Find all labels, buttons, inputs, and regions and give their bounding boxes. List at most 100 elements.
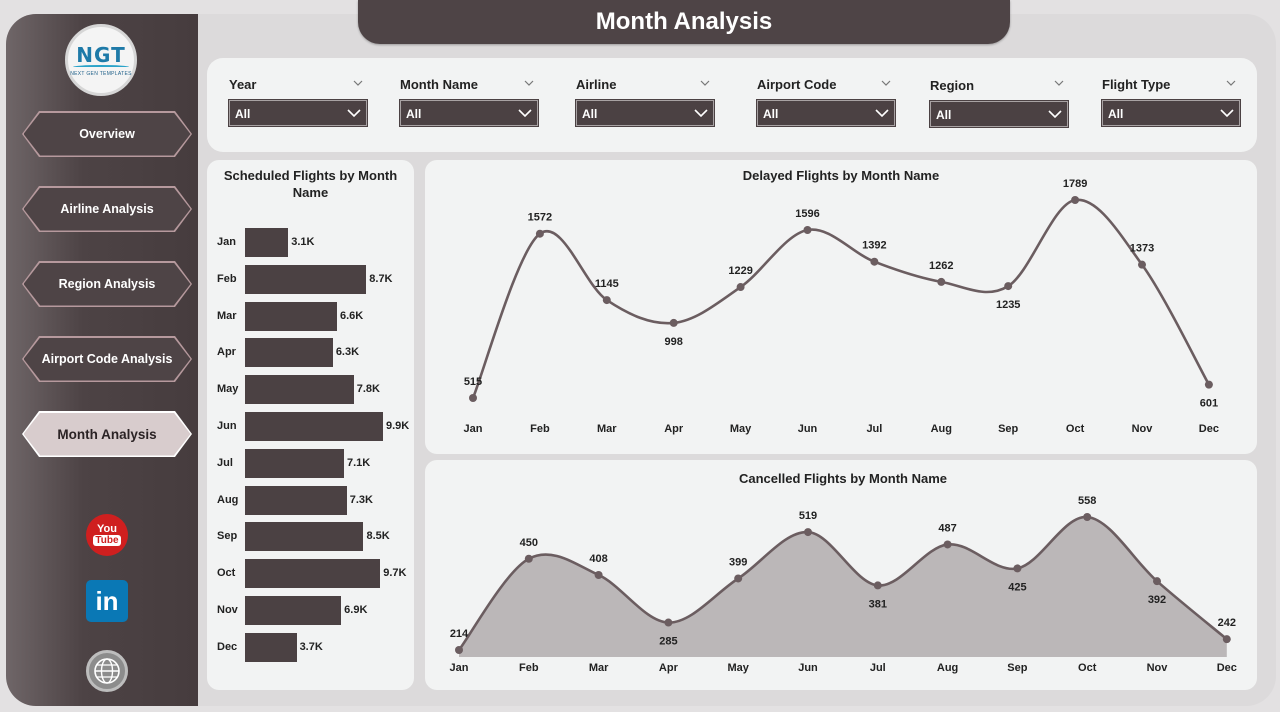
bar-jun[interactable] — [245, 412, 383, 441]
nav-airline-analysis-button[interactable]: Airline Analysis — [22, 186, 192, 232]
year-dropdown[interactable]: All — [228, 99, 368, 127]
nav-label: Overview — [79, 127, 135, 141]
data-label-oct: 1789 — [1063, 178, 1087, 190]
bar-value-nov: 6.9K — [344, 604, 368, 616]
data-point-mar[interactable] — [594, 570, 603, 579]
bar-value-may: 7.8K — [356, 383, 380, 396]
page-title-bar: Month Analysis — [358, 0, 1010, 44]
data-point-aug[interactable] — [943, 540, 952, 549]
bar-apr[interactable] — [245, 338, 333, 368]
month-label-jan: Jan — [217, 236, 236, 248]
data-point-may[interactable] — [736, 283, 745, 292]
data-point-jan[interactable] — [469, 394, 477, 402]
month-label-aug: Aug — [217, 493, 239, 506]
x-tick-jul: Jul — [870, 662, 886, 674]
bar-may[interactable] — [245, 375, 354, 405]
ngt-logo: NGT NEXT GEN TEMPLATES — [65, 24, 137, 96]
x-tick-jan: Jan — [464, 423, 483, 435]
chevron-down-icon[interactable] — [1054, 78, 1064, 88]
data-point-sep[interactable] — [1013, 564, 1022, 573]
data-point-feb[interactable] — [524, 554, 533, 563]
data-point-jan[interactable] — [455, 646, 463, 654]
data-point-jun[interactable] — [804, 528, 812, 537]
logo-swoosh — [73, 65, 129, 69]
logo-text: NGT — [76, 43, 126, 67]
data-point-may[interactable] — [734, 574, 743, 583]
x-tick-aug: Aug — [937, 662, 958, 674]
airline-dropdown[interactable]: All — [575, 99, 715, 127]
bar-value-jan: 3.1K — [291, 236, 315, 248]
data-point-oct[interactable] — [1083, 513, 1092, 521]
chevron-down-icon[interactable] — [700, 78, 710, 88]
delayed-line-plot: 515 Jan 1572 Feb 1145 Mar 998 Apr 1229 May 1596 Jun… — [464, 178, 1219, 435]
nav-month-analysis-button[interactable]: Month Analysis — [22, 411, 192, 457]
flight-type-dropdown[interactable]: All — [1101, 99, 1241, 127]
bar-jan[interactable] — [245, 228, 289, 257]
x-tick-may: May — [727, 662, 749, 674]
data-point-nov[interactable] — [1153, 577, 1161, 586]
bar-value-jun: 9.9K — [386, 420, 410, 432]
bar-oct[interactable] — [245, 559, 381, 589]
bar-aug[interactable] — [245, 485, 347, 515]
x-tick-feb: Feb — [519, 662, 539, 674]
chevron-down-icon[interactable] — [1226, 78, 1236, 88]
chevron-down-icon — [1220, 109, 1234, 118]
youtube-icon[interactable]: You Tube — [86, 514, 128, 556]
cancelled-flights-chart: Cancelled Flights by Month Name 214 Jan 45… — [425, 460, 1257, 690]
data-point-mar[interactable] — [602, 296, 611, 305]
chevron-down-icon[interactable] — [353, 78, 363, 88]
nav-label: Month Analysis — [57, 426, 157, 442]
bar-value-sep: 8.5K — [366, 530, 390, 543]
data-point-nov[interactable] — [1138, 260, 1146, 269]
linkedin-text: in — [95, 585, 119, 616]
x-tick-jun: Jun — [798, 662, 818, 674]
month-label-may: May — [217, 383, 239, 396]
scheduled-flights-chart: Scheduled Flights by Month Name Jan 3.1K F… — [207, 160, 414, 690]
chevron-down-icon — [875, 109, 889, 118]
bar-value-feb: 8.7K — [369, 272, 393, 285]
data-point-apr[interactable] — [669, 318, 678, 327]
month-label-dec: Dec — [217, 640, 238, 653]
data-point-jun[interactable] — [803, 225, 812, 234]
data-label-dec: 242 — [1218, 617, 1236, 629]
chevron-down-icon[interactable] — [524, 78, 534, 88]
data-point-oct[interactable] — [1071, 196, 1080, 204]
bar-jul[interactable] — [245, 448, 344, 478]
sidebar: NGT NEXT GEN TEMPLATES Overview Airline … — [6, 14, 198, 706]
nav-overview-button[interactable]: Overview — [22, 111, 192, 157]
linkedin-icon[interactable]: in — [86, 580, 128, 622]
dropdown-value: All — [936, 108, 952, 122]
cancelled-series-line — [457, 515, 1228, 651]
bar-mar[interactable] — [245, 301, 337, 331]
data-point-apr[interactable] — [664, 618, 673, 627]
bar-feb[interactable] — [245, 264, 367, 294]
delayed-flights-chart: Delayed Flights by Month Name 515 Jan 1572… — [425, 160, 1257, 454]
bar-value-mar: 6.6K — [340, 309, 364, 322]
bar-value-oct: 9.7K — [383, 567, 407, 580]
x-tick-sep: Sep — [1007, 662, 1027, 674]
data-point-aug[interactable] — [937, 277, 946, 286]
bar-nov[interactable] — [245, 596, 342, 625]
bar-sep[interactable] — [245, 522, 364, 552]
logo-subtitle: NEXT GEN TEMPLATES — [70, 71, 132, 77]
chevron-down-icon[interactable] — [881, 78, 891, 88]
nav-label: Region Analysis — [58, 277, 156, 291]
data-point-dec[interactable] — [1204, 380, 1213, 389]
data-point-jul[interactable] — [873, 581, 882, 590]
month-name-dropdown[interactable]: All — [399, 99, 539, 127]
bar-value-apr: 6.3K — [335, 346, 360, 359]
nav-airport-code-analysis-button[interactable]: Airport Code Analysis — [22, 336, 192, 382]
data-point-sep[interactable] — [1004, 282, 1013, 291]
nav-region-analysis-button[interactable]: Region Analysis — [22, 261, 192, 307]
data-label-feb: 450 — [520, 537, 538, 549]
data-point-dec[interactable] — [1222, 635, 1231, 644]
website-icon[interactable] — [86, 650, 128, 692]
airport-code-dropdown[interactable]: All — [756, 99, 896, 127]
data-point-jul[interactable] — [870, 257, 879, 266]
region-dropdown[interactable]: All — [929, 100, 1069, 128]
data-label-apr: 998 — [665, 336, 683, 348]
data-point-feb[interactable] — [535, 229, 544, 238]
dropdown-value: All — [1108, 107, 1124, 121]
x-tick-aug: Aug — [931, 423, 952, 435]
bar-dec[interactable] — [245, 632, 297, 662]
